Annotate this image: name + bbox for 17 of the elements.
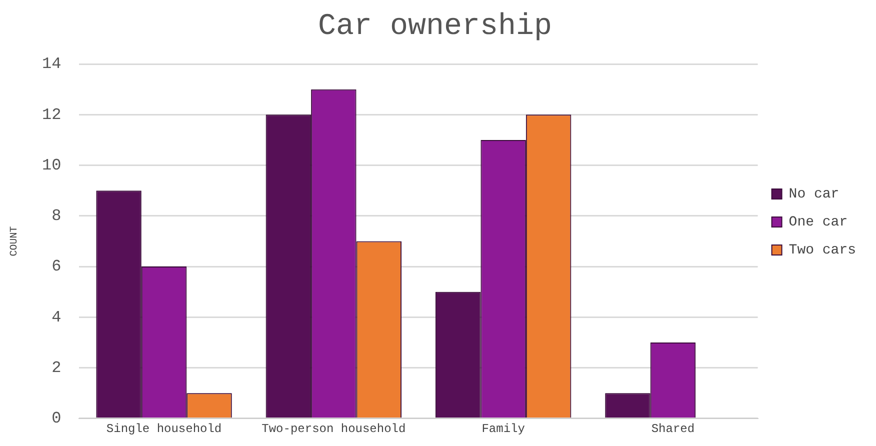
y-tick-label: 10 [42, 156, 62, 174]
y-tick-label: 2 [52, 359, 62, 378]
chart-title: Car ownership [318, 10, 552, 44]
x-tick-label: Shared [651, 422, 695, 436]
y-tick-label: 8 [52, 207, 62, 226]
legend-label: No car [788, 186, 840, 203]
x-tick-label: Family [482, 422, 525, 436]
x-tick-label: Single household [106, 422, 222, 436]
legend-label: Two cars [788, 242, 856, 259]
y-tick-label: 12 [42, 106, 62, 124]
x-tick-label: Two-person household [262, 422, 406, 436]
y-tick-label: 0 [52, 410, 62, 428]
y-tick-label: 4 [52, 308, 62, 326]
y-tick-label: 14 [42, 55, 62, 74]
y-axis-title: COUNT [10, 226, 21, 256]
y-tick-label: 6 [52, 258, 62, 276]
legend-label: One car [788, 214, 848, 231]
